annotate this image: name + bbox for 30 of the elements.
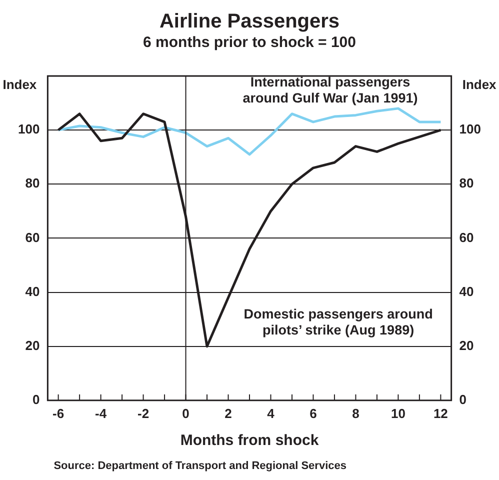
y-tick-label: 0 [32, 392, 40, 407]
chart-subtitle: 6 months prior to shock = 100 [143, 34, 356, 52]
annotation: Domestic passengers around pilots’ strike (Aug 1989) [244, 306, 433, 338]
y2-tick-label: 20 [459, 338, 474, 353]
y2-tick-label: 80 [459, 176, 474, 191]
y2-tick-label: 0 [459, 392, 467, 407]
x-tick-label: 0 [182, 406, 190, 421]
x-tick-label: 4 [267, 406, 276, 421]
annotation: International passengers around Gulf War (Jan 1991) [242, 74, 418, 106]
y-axis-title: Index [2, 77, 38, 92]
y-tick-label: 80 [25, 176, 40, 191]
y-tick-label: 100 [18, 122, 40, 137]
y-tick-label: 40 [25, 284, 40, 299]
chart-title: Airline Passengers [159, 10, 340, 33]
x-tick-label: -2 [138, 406, 150, 421]
x-tick-label: 8 [352, 406, 360, 421]
x-tick-label: -4 [95, 406, 108, 421]
x-tick-label: 12 [433, 406, 448, 421]
source-note: Source: Department of Transport and Regional Services [54, 460, 346, 472]
x-axis-title: Months from shock [180, 432, 320, 450]
x-tick-label: 10 [390, 406, 406, 421]
y2-tick-label: 100 [459, 122, 482, 137]
x-tick-label: 6 [310, 406, 317, 421]
y2-axis-title: Index [462, 77, 498, 92]
x-tick-label: -6 [52, 406, 64, 421]
y-tick-label: 20 [25, 338, 40, 353]
y-tick-label: 60 [25, 230, 40, 245]
y2-tick-label: 40 [459, 284, 474, 299]
x-tick-label: 2 [224, 406, 232, 421]
y2-tick-label: 60 [459, 230, 474, 245]
